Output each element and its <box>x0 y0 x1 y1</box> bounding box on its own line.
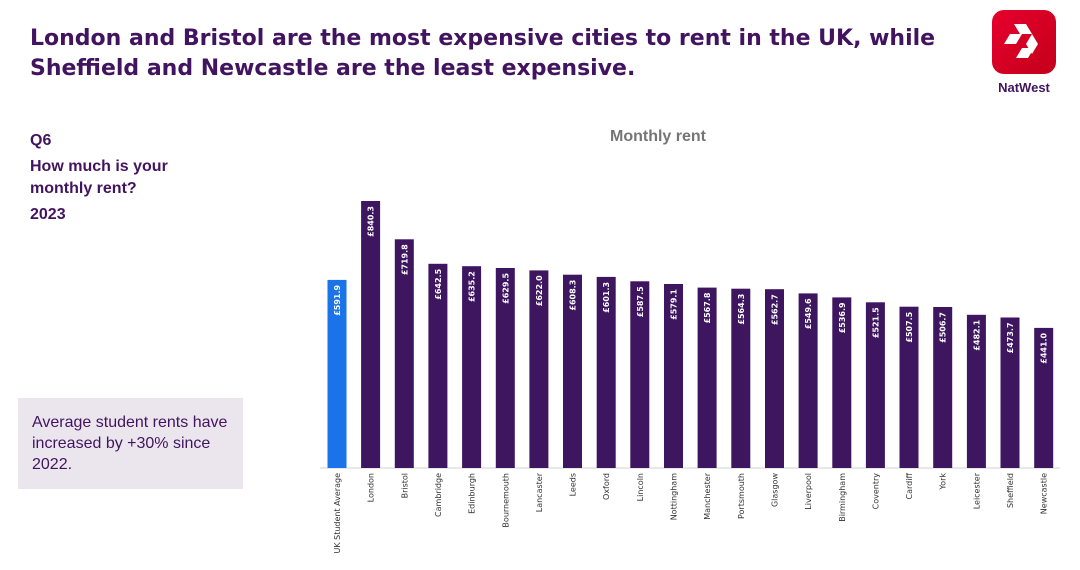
bar-edinburgh <box>462 266 482 468</box>
bar-value-label: £521.5 <box>871 307 880 338</box>
category-label: Manchester <box>703 472 712 519</box>
bar-bristol <box>394 239 414 468</box>
bar-value-label: £507.5 <box>905 311 914 342</box>
category-label: Edinburgh <box>468 473 477 514</box>
category-label: Coventry <box>871 473 880 510</box>
bar-leeds <box>563 274 582 468</box>
bar-value-label: £719.8 <box>400 244 409 275</box>
bar-nottingham <box>664 284 683 468</box>
category-label: Sheffield <box>1006 473 1015 508</box>
category-label: Nottingham <box>670 473 679 520</box>
question-year: 2023 <box>30 206 66 223</box>
category-label: Leeds <box>569 473 578 496</box>
bar-portsmouth <box>731 288 751 468</box>
bar-value-label: £840.3 <box>367 206 376 237</box>
bar-york <box>933 307 953 468</box>
question-text: How much is your monthly rent? <box>30 158 168 197</box>
bar-value-label: £482.1 <box>972 319 981 350</box>
bar-value-label: £608.3 <box>569 280 578 311</box>
bar-value-label: £564.3 <box>737 294 746 325</box>
bar-sheffield <box>1000 317 1020 468</box>
category-label: Cambridge <box>434 473 443 517</box>
bar-value-label: £629.5 <box>501 273 510 304</box>
natwest-logo-icon <box>992 10 1056 74</box>
bar-value-label: £567.8 <box>703 292 712 323</box>
category-label: Lancaster <box>535 472 544 512</box>
bar-liverpool <box>798 293 818 468</box>
bar-value-label: £579.1 <box>670 289 679 320</box>
bar-london <box>361 201 381 468</box>
bar-manchester <box>697 287 717 468</box>
category-label: London <box>367 473 376 502</box>
bar-value-label: £506.7 <box>939 312 948 343</box>
chart-title: Monthly rent <box>610 128 706 145</box>
category-label: Bristol <box>400 473 409 498</box>
bar-value-label: £473.7 <box>1006 322 1015 353</box>
category-label: Glasgow <box>770 473 779 507</box>
bar-value-label: £549.6 <box>804 298 813 329</box>
bar-value-label: £562.7 <box>770 294 779 325</box>
bar-leicester <box>966 314 986 468</box>
question-code: Q6 <box>30 132 52 149</box>
category-label: Lincoln <box>636 473 645 501</box>
category-label: York <box>939 473 948 491</box>
bar-coventry <box>865 302 885 468</box>
category-label: Liverpool <box>804 473 813 510</box>
bar-value-label: £601.3 <box>602 282 611 313</box>
callout-box: Average student rents have increased by … <box>18 398 243 489</box>
bar-value-label: £536.9 <box>838 302 847 333</box>
natwest-logo: NatWest <box>992 10 1056 95</box>
category-label: Portsmouth <box>737 473 746 519</box>
category-label: Newcastle <box>1040 473 1049 514</box>
bar-value-label: £441.0 <box>1040 332 1049 363</box>
bar-cambridge <box>428 263 448 468</box>
question-block: Q6 How much is your monthly rent? 2023 <box>30 130 200 226</box>
category-label: UK Student Average <box>333 473 342 554</box>
category-label: Cardiff <box>905 473 914 500</box>
bar-oxford <box>596 276 616 468</box>
bar-lancaster <box>529 270 549 468</box>
bar-value-label: £622.0 <box>535 275 544 306</box>
bar-bournemouth <box>495 268 515 468</box>
callout-text: Average student rents have increased by … <box>32 414 228 473</box>
bar-value-label: £587.5 <box>636 286 645 317</box>
bar-value-label: £635.2 <box>468 271 477 302</box>
bar-uk-student-average <box>327 279 347 468</box>
bar-value-label: £591.9 <box>333 284 342 315</box>
bar-cardiff <box>899 306 919 468</box>
bar-glasgow <box>765 289 784 468</box>
bar-value-label: £642.5 <box>434 268 443 299</box>
brand-name: NatWest <box>998 80 1050 95</box>
bar-newcastle <box>1034 327 1054 468</box>
category-label: Birmingham <box>838 473 847 522</box>
category-label: Oxford <box>602 473 611 500</box>
bar-lincoln <box>630 281 650 468</box>
headline: London and Bristol are the most expensiv… <box>30 26 936 81</box>
category-label: Bournemouth <box>501 473 510 528</box>
bar-birmingham <box>832 297 852 468</box>
category-label: Leicester <box>972 472 981 509</box>
